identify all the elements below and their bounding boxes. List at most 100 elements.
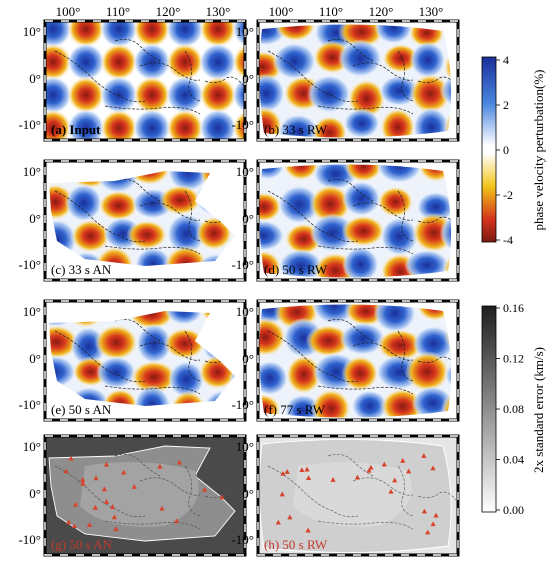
station-marker bbox=[388, 488, 394, 494]
station-marker bbox=[68, 455, 74, 461]
negative-anomaly bbox=[232, 43, 245, 81]
station-marker bbox=[176, 459, 183, 465]
resolved-region bbox=[259, 164, 518, 283]
station-marker bbox=[304, 466, 310, 472]
negative-anomaly bbox=[337, 24, 385, 49]
negative-anomaly bbox=[97, 190, 140, 222]
station-marker bbox=[305, 475, 312, 481]
coastline bbox=[184, 190, 201, 242]
positive-anomaly bbox=[338, 39, 383, 78]
panel-label: (e) 50 s AN bbox=[51, 402, 112, 417]
positive-anomaly bbox=[378, 75, 420, 107]
negative-anomaly bbox=[440, 0, 487, 18]
station-marker bbox=[101, 486, 107, 492]
error-core bbox=[293, 462, 412, 527]
positive-anomaly bbox=[373, 304, 417, 333]
positive-anomaly bbox=[166, 21, 204, 48]
station-marker bbox=[305, 527, 311, 533]
positive-anomaly bbox=[135, 323, 173, 365]
negative-anomaly bbox=[344, 164, 384, 183]
velocity-colorbar: 4 2 0 -2 -4 phase velocity perturbation(%) bbox=[481, 53, 546, 247]
negative-anomaly bbox=[347, 78, 386, 119]
station-marker bbox=[103, 461, 110, 467]
negative-anomaly bbox=[259, 191, 283, 223]
negative-anomaly bbox=[305, 324, 352, 358]
negative-anomaly bbox=[309, 184, 352, 224]
station-marker bbox=[71, 523, 77, 529]
negative-anomaly bbox=[274, 24, 317, 42]
station-marker bbox=[159, 505, 165, 511]
negative-anomaly bbox=[376, 328, 424, 362]
coastline bbox=[317, 520, 414, 530]
station-marker bbox=[279, 491, 285, 497]
panel-b-map bbox=[258, 0, 487, 140]
positive-anomaly bbox=[475, 245, 518, 283]
station-marker bbox=[299, 467, 305, 473]
longitude-tick-label: 120° bbox=[369, 4, 394, 19]
negative-anomaly bbox=[45, 43, 72, 81]
map-frame-dash bbox=[257, 300, 459, 421]
coastline bbox=[184, 465, 201, 517]
error-colorbar-ticks: 0.16 0.12 0.08 0.04 0.00 bbox=[496, 301, 524, 517]
positive-anomaly bbox=[259, 164, 286, 181]
longitude-tick-label: 130° bbox=[206, 4, 231, 19]
station-marker bbox=[430, 521, 436, 527]
positive-anomaly bbox=[100, 76, 138, 114]
positive-anomaly bbox=[339, 322, 386, 356]
coastline bbox=[327, 39, 374, 62]
coastline bbox=[204, 491, 244, 501]
map-frame-dash bbox=[257, 20, 459, 141]
coastline bbox=[352, 202, 414, 221]
positive-anomaly bbox=[380, 216, 419, 257]
station-marker bbox=[275, 519, 281, 525]
panel-d-map bbox=[258, 161, 518, 283]
longitude-tick-label: 110° bbox=[106, 4, 130, 19]
negative-anomaly bbox=[70, 219, 111, 254]
coastline bbox=[397, 190, 414, 242]
latitude-tick-label: -10° bbox=[18, 117, 41, 132]
map-frame-dash bbox=[44, 300, 246, 421]
coastline bbox=[327, 179, 374, 202]
positive-anomaly bbox=[232, 21, 245, 48]
negative-anomaly bbox=[409, 73, 452, 115]
negative-anomaly bbox=[128, 311, 176, 330]
longitude-tick-label: 110° bbox=[319, 4, 343, 19]
positive-anomaly bbox=[167, 360, 205, 399]
negative-anomaly bbox=[49, 324, 80, 360]
panel-e-map bbox=[45, 301, 245, 420]
station-marker bbox=[354, 474, 360, 480]
station-marker bbox=[201, 486, 208, 492]
positive-anomaly bbox=[166, 213, 207, 255]
positive-anomaly bbox=[67, 43, 105, 81]
negative-anomaly bbox=[311, 115, 348, 138]
latitude-tick-label: 10° bbox=[23, 24, 41, 39]
latitude-tick-label: 10° bbox=[23, 164, 41, 179]
coastline bbox=[352, 62, 414, 81]
panel-label: (b) 33 s RW bbox=[264, 122, 328, 137]
coastline bbox=[267, 50, 359, 103]
coastline bbox=[104, 520, 201, 530]
negative-anomaly bbox=[310, 388, 352, 418]
latitude-tick-label: 0° bbox=[29, 211, 41, 226]
positive-anomaly bbox=[351, 389, 389, 418]
station-marker bbox=[73, 501, 79, 507]
negative-anomaly bbox=[100, 43, 138, 81]
latitude-tick-label: -10° bbox=[18, 257, 41, 272]
station-marker bbox=[131, 484, 137, 489]
station-marker bbox=[66, 519, 72, 525]
latitude-tick-label: 0° bbox=[29, 71, 41, 86]
negative-anomaly bbox=[440, 388, 452, 418]
negative-anomaly bbox=[404, 351, 451, 393]
coastline bbox=[54, 465, 146, 518]
negative-anomaly bbox=[166, 43, 204, 81]
station-marker bbox=[109, 504, 116, 509]
map-frame-dash bbox=[44, 20, 246, 141]
negative-anomaly bbox=[199, 21, 237, 48]
station-marker bbox=[400, 457, 406, 463]
panel-g-map bbox=[45, 436, 245, 555]
positive-anomaly bbox=[133, 109, 171, 140]
panel-label: (h) 50 s RW bbox=[264, 537, 328, 552]
station-marker bbox=[157, 463, 163, 469]
positive-anomaly bbox=[343, 108, 381, 138]
